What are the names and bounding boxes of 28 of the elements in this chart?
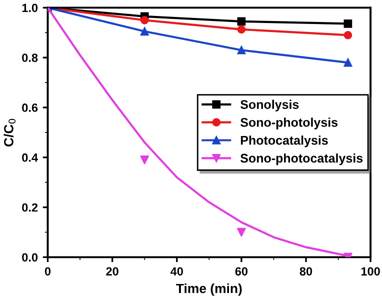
point — [237, 228, 246, 237]
point — [237, 46, 246, 54]
x-tick-label: 20 — [106, 267, 118, 276]
y-tick-label: 0.8 — [22, 54, 38, 62]
legend-label: Sono-photolysis — [240, 118, 338, 130]
y-tick-label: 1.0 — [22, 4, 38, 12]
y-tick-label: 0.4 — [22, 153, 38, 162]
point — [140, 156, 149, 164]
x-tick-label: 100 — [361, 267, 380, 276]
point — [344, 20, 352, 28]
x-tick-label: 40 — [170, 267, 183, 276]
legend-label: Photocatalysis — [240, 136, 328, 148]
x-axis-title: Time (min) — [176, 283, 242, 296]
y-tick-label: 0.0 — [22, 253, 38, 262]
y-tick-label: 0.6 — [22, 104, 38, 112]
y-tick-label: 0.2 — [22, 203, 38, 212]
point — [237, 17, 246, 26]
legend-label: Sono-photocatalysis — [240, 153, 363, 166]
x-tick-label: 80 — [300, 267, 312, 276]
point — [140, 27, 149, 36]
x-tick-label: 60 — [235, 267, 248, 276]
point — [344, 58, 352, 67]
point — [140, 16, 149, 24]
x-tick-label: 0 — [44, 267, 51, 276]
legend-label: Sonolysis — [240, 100, 299, 112]
point — [237, 25, 246, 34]
y-axis-title: C/C$_{0}$ — [4, 118, 16, 146]
point — [344, 30, 352, 40]
